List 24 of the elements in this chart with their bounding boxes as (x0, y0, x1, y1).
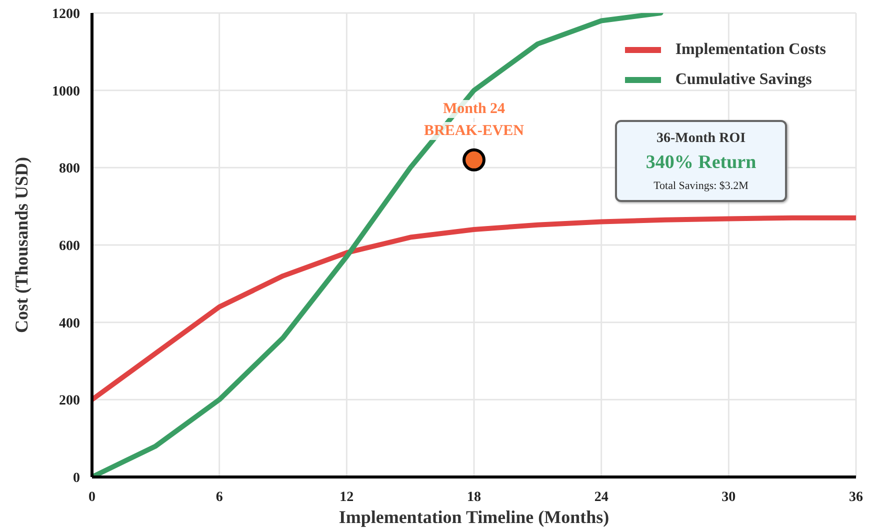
x-axis-title: Implementation Timeline (Months) (338, 507, 610, 528)
annotation: BREAK-EVEN (422, 122, 526, 140)
annotation: 340% Return (644, 151, 758, 175)
callout-box: 36-Month ROI 340% Return Total Savings: $3.2M (615, 120, 787, 202)
y-tick-label: 1000 (52, 84, 80, 100)
legend-label: Implementation Costs (675, 41, 826, 59)
annotation: 36-Month ROI (655, 130, 747, 148)
x-tick-label: 6 (216, 490, 223, 505)
y-tick-label: 0 (73, 470, 80, 486)
x-tick-label: 12 (340, 490, 354, 505)
y-tick-label: 200 (59, 394, 80, 409)
annotation: Month 24 (440, 100, 508, 118)
y-tick-label: 800 (59, 162, 80, 177)
x-tick-label: 30 (722, 490, 736, 505)
x-tick-label: 24 (594, 490, 608, 505)
annotation: Total Savings: $3.2M (652, 178, 750, 194)
y-tick-label: 400 (59, 316, 80, 332)
y-tick-label: 600 (59, 238, 80, 254)
y-tick-label: 1200 (52, 6, 80, 22)
x-tick-label: 36 (849, 490, 863, 505)
y-axis-title: Cost (Thousands USD) (12, 156, 32, 334)
x-tick-label: 0 (88, 490, 96, 505)
legend-label: Cumulative Savings (675, 71, 812, 89)
x-tick-label: 18 (467, 490, 481, 505)
